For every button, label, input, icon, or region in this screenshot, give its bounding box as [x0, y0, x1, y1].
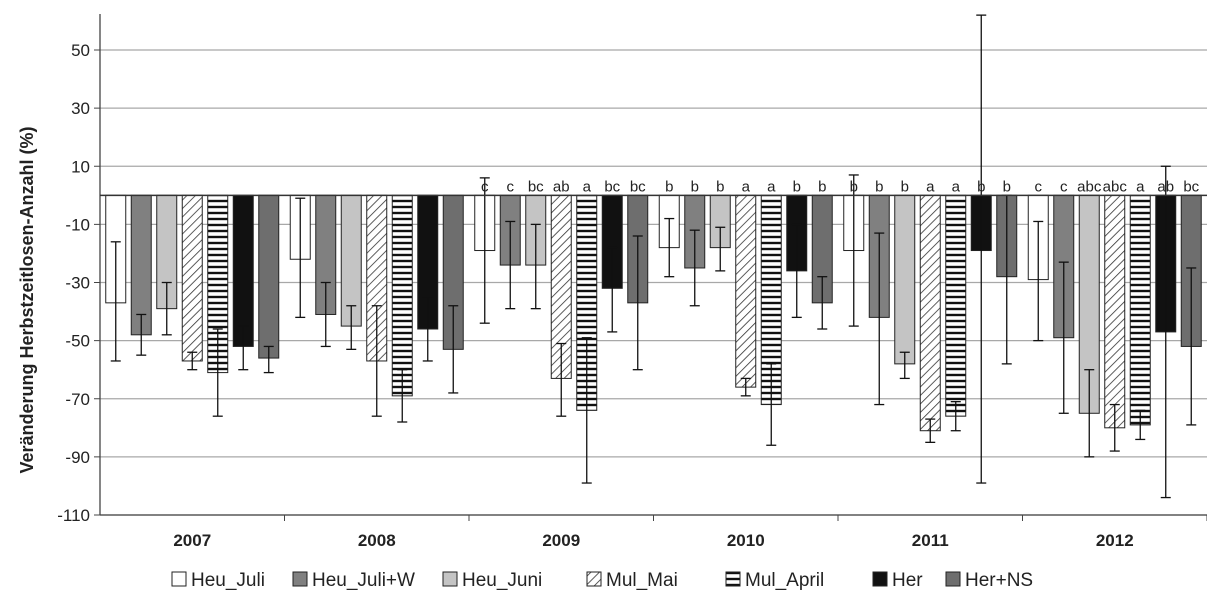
category-label: 2008 [358, 531, 396, 550]
significance-letter: a [583, 178, 592, 195]
y-tick-label: 50 [71, 41, 90, 60]
significance-letter: c [481, 178, 489, 195]
legend: Heu_Juli Heu_Juli+W Heu_Juni Mul_Mai Mul_Apr… [171, 570, 1033, 591]
y-tick-label: -70 [65, 390, 90, 409]
legend-swatch [872, 571, 888, 587]
significance-letter: bc [1183, 178, 1199, 195]
significance-letter: a [742, 178, 751, 195]
y-tick-label: -30 [65, 274, 90, 293]
bar [735, 194, 757, 388]
category-label: 2011 [912, 531, 949, 550]
y-tick-label: 30 [71, 99, 90, 118]
legend-swatch [442, 571, 458, 587]
significance-letter: b [716, 178, 724, 195]
significance-letter: c [1035, 178, 1043, 195]
legend-label: Her+NS [965, 570, 1033, 591]
significance-letter: c [507, 178, 515, 195]
y-tick-label: -110 [57, 506, 90, 525]
significance-letter: bc [528, 178, 544, 195]
bar [232, 194, 254, 347]
y-tick-label: -50 [65, 332, 90, 351]
legend-label: Heu_Juni [462, 570, 542, 591]
bar [1129, 194, 1151, 426]
category-label: 2012 [1096, 531, 1134, 550]
significance-letter: abc [1103, 178, 1128, 195]
legend-swatch [725, 571, 741, 587]
legend-swatch [586, 571, 602, 587]
bar [181, 194, 203, 362]
category-label: 2007 [173, 531, 211, 550]
y-axis-label: Veränderung Herbstzeitlosen-Anzahl (%) [17, 126, 37, 473]
bar [258, 194, 280, 359]
significance-letter: b [875, 178, 883, 195]
bar [391, 194, 413, 397]
legend-label: Heu_Juli [191, 570, 265, 591]
significance-letter: b [850, 178, 858, 195]
significance-letter: a [1136, 178, 1145, 195]
significance-letter: a [926, 178, 935, 195]
bar [1104, 194, 1126, 429]
significance-labels: c c bc ab a bc bc b b b a a b b b b b a a b b c c abc abc a ab bc [481, 178, 1200, 195]
category-label: 2009 [542, 531, 580, 550]
significance-letter: b [818, 178, 826, 195]
y-tick-label: -10 [65, 215, 90, 234]
significance-letter: a [767, 178, 776, 195]
significance-letter: b [1003, 178, 1011, 195]
bar [894, 194, 916, 365]
x-axis-categories: 2007 2008 2009 2010 2011 2012 [173, 515, 1207, 550]
legend-label: Her [892, 570, 923, 591]
y-axis-ticks: 50 30 10 -10 -30 -50 -70 -90 -110 [57, 41, 100, 525]
significance-letter: b [665, 178, 673, 195]
bars [105, 194, 1202, 432]
significance-letter: b [977, 178, 985, 195]
error-bars [110, 14, 1197, 499]
y-tick-label: 10 [71, 157, 90, 176]
significance-letter: a [952, 178, 961, 195]
legend-label: Mul_April [745, 570, 824, 591]
legend-swatch [292, 571, 308, 587]
bar [919, 194, 941, 432]
legend-swatch [171, 571, 187, 587]
significance-letter: bc [604, 178, 620, 195]
significance-letter: b [691, 178, 699, 195]
bar [945, 194, 967, 417]
significance-letter: ab [553, 178, 570, 195]
significance-letter: b [793, 178, 801, 195]
significance-letter: abc [1077, 178, 1102, 195]
legend-label: Heu_Juli+W [312, 570, 415, 591]
significance-letter: bc [630, 178, 646, 195]
y-tick-label: -90 [65, 448, 90, 467]
category-label: 2010 [727, 531, 765, 550]
significance-letter: b [901, 178, 909, 195]
legend-label: Mul_Mai [606, 570, 678, 591]
significance-letter: ab [1157, 178, 1174, 195]
legend-swatch [945, 571, 961, 587]
significance-letter: c [1060, 178, 1068, 195]
